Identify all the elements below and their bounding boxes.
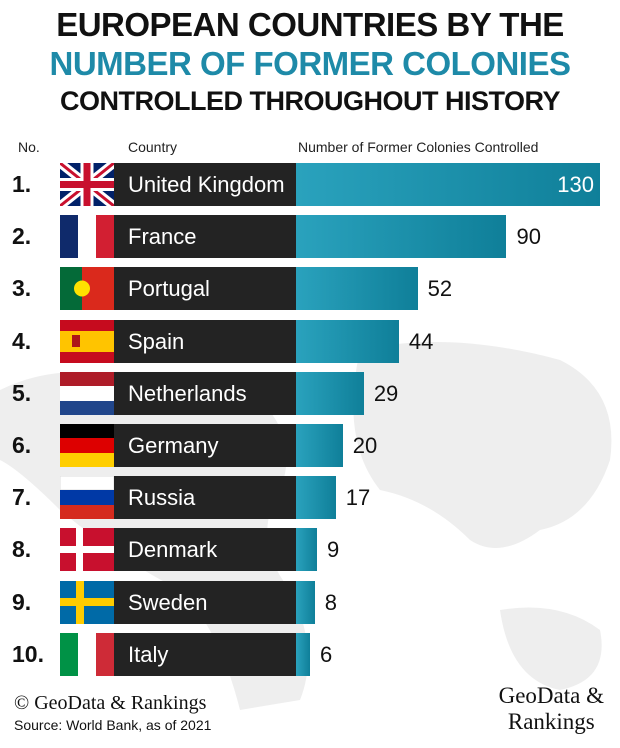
rank-label: 10.	[12, 640, 44, 667]
data-label: 44	[408, 328, 434, 354]
bar	[296, 528, 318, 572]
bar	[296, 476, 336, 520]
country-name: Portugal	[128, 276, 210, 302]
country-header: Country	[128, 139, 178, 155]
rank-label: 3.	[12, 275, 32, 302]
bar	[296, 424, 343, 467]
france-flag-icon	[60, 215, 114, 259]
rank-label: 2.	[12, 223, 32, 250]
bar	[296, 215, 507, 259]
country-name: United Kingdom	[128, 172, 285, 197]
uk-flag-icon	[57, 159, 117, 210]
germany-flag-icon	[60, 424, 114, 467]
bar	[296, 371, 364, 415]
bar	[296, 163, 600, 206]
source: Source: World Bank, as of 2021	[14, 717, 212, 733]
data-label: 52	[427, 276, 453, 302]
russia-flag-icon	[59, 475, 115, 520]
bar	[296, 319, 399, 363]
value-header: Number of Former Colonies Controlled	[298, 139, 539, 155]
data-label: 17	[345, 485, 371, 511]
spain-flag-icon	[60, 319, 114, 363]
rank-label: 1.	[12, 171, 32, 197]
country-label-box	[92, 632, 296, 676]
italy-flag-icon	[60, 632, 114, 676]
country-label-box	[92, 163, 296, 206]
data-label: 130	[557, 172, 594, 197]
bar	[296, 267, 418, 311]
data-label: 9	[327, 537, 340, 563]
country-label-box	[92, 267, 296, 311]
country-label-box	[92, 424, 296, 467]
country-name: Italy	[128, 641, 169, 667]
title-line-3: CONTROLLED THROUGHOUT HISTORY	[60, 86, 561, 116]
title-line-1: EUROPEAN COUNTRIES BY THE	[56, 6, 564, 43]
country-label-box	[92, 528, 296, 572]
country-label-box	[92, 580, 296, 624]
denmark-flag-icon	[60, 528, 114, 572]
country-name: Spain	[128, 328, 185, 354]
rank-label: 8.	[12, 536, 32, 563]
country-name: Denmark	[128, 537, 218, 563]
rank-label: 9.	[12, 588, 32, 615]
data-label: 90	[516, 224, 541, 250]
logo-line-2: Rankings	[507, 709, 595, 734]
country-label-box	[92, 476, 296, 520]
country-name: Russia	[128, 485, 196, 511]
country-name: Germany	[128, 433, 219, 458]
rank-label: 4.	[12, 327, 32, 354]
rank-label: 7.	[12, 484, 32, 511]
rank-label: 5.	[12, 379, 32, 406]
country-label-box	[92, 215, 296, 259]
data-label: 20	[352, 433, 378, 458]
data-label: 8	[324, 589, 337, 615]
bar	[296, 632, 311, 676]
rank-label: 6.	[12, 432, 32, 458]
data-label: 29	[373, 380, 399, 406]
rank-header: No.	[18, 139, 40, 155]
country-name: France	[128, 224, 197, 250]
bar	[296, 580, 315, 624]
copyright: © GeoData & Rankings	[14, 692, 207, 714]
sweden-flag-icon	[60, 580, 114, 624]
portugal-flag-icon	[60, 267, 114, 311]
country-name: Sweden	[128, 589, 208, 615]
netherlands-flag-icon	[60, 371, 114, 415]
logo-line-1: GeoData &	[498, 683, 604, 708]
title-line-2: NUMBER OF FORMER COLONIES	[49, 45, 572, 82]
country-name: Netherlands	[128, 380, 247, 406]
data-label: 6	[320, 641, 333, 667]
logo: GeoData & Rankings	[499, 683, 604, 735]
country-label-box	[92, 319, 296, 363]
country-label-box	[92, 371, 296, 415]
